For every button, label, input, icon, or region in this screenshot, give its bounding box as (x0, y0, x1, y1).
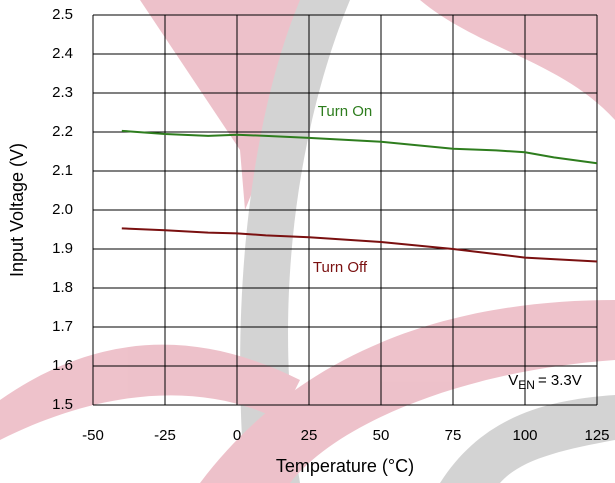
x-axis-label: Temperature (°C) (276, 456, 414, 476)
y-tick-label: 2.0 (52, 201, 73, 218)
y-tick-label: 2.3 (52, 84, 73, 101)
y-tick-label: 2.1 (52, 162, 73, 179)
x-tick-label: -50 (82, 427, 104, 444)
y-axis-label: Input Voltage (V) (7, 143, 27, 277)
y-tick-label: 1.6 (52, 357, 73, 374)
x-tick-label: 0 (233, 427, 241, 444)
x-tick-label: 75 (445, 427, 462, 444)
y-tick-label: 1.5 (52, 396, 73, 413)
series-label: Turn Off (313, 259, 368, 276)
x-tick-label: 100 (512, 427, 537, 444)
annotation-sub: EN (518, 378, 535, 392)
y-tick-label: 1.9 (52, 240, 73, 257)
data-line (121, 129, 598, 165)
x-tick-label: 25 (301, 427, 318, 444)
y-tick-label: 1.8 (52, 279, 73, 296)
x-tick-label: -25 (154, 427, 176, 444)
annotation: VEN = 3.3V (508, 372, 581, 392)
x-tick-label: 125 (584, 427, 609, 444)
data-line (121, 227, 598, 263)
annotation-main: V (508, 372, 518, 389)
y-tick-label: 1.7 (52, 318, 73, 335)
y-tick-label: 2.4 (52, 45, 73, 62)
annotation-rest: = 3.3V (538, 372, 582, 389)
series-label: Turn On (318, 103, 372, 120)
y-tick-label: 2.2 (52, 123, 73, 140)
x-tick-label: 50 (373, 427, 390, 444)
y-tick-label: 2.5 (52, 6, 73, 23)
